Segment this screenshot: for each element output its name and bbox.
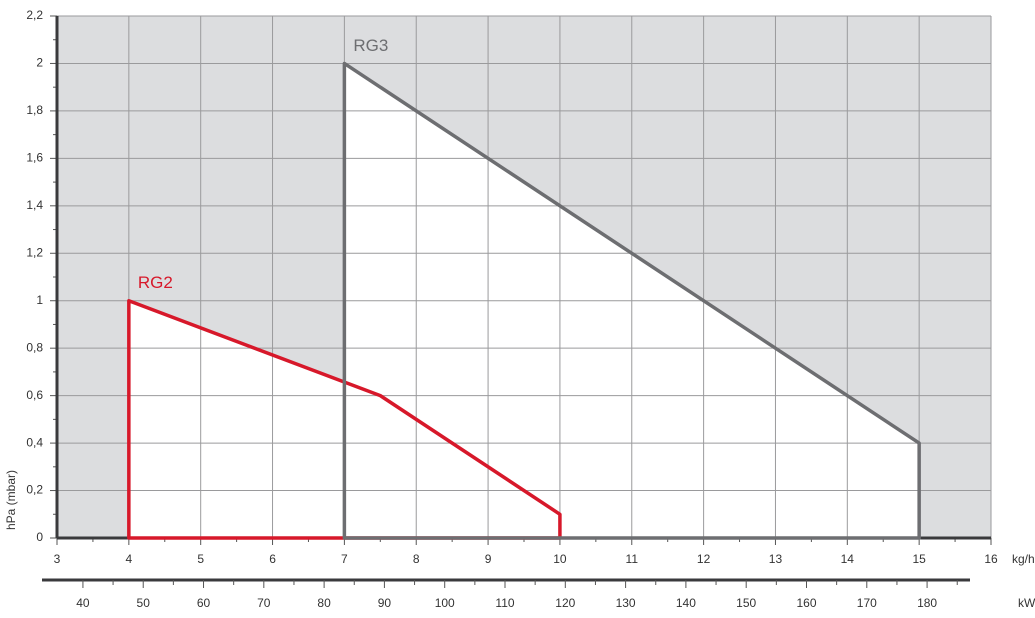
series-label: RG2 [138, 273, 173, 292]
x-tick-label: 8 [413, 552, 420, 566]
x2-tick-label: 130 [616, 596, 636, 610]
x-tick-label: 6 [269, 552, 276, 566]
x2-tick-label: 90 [378, 596, 392, 610]
x2-tick-label: 140 [676, 596, 696, 610]
x-tick-label: 16 [984, 552, 998, 566]
x-tick-label: 4 [126, 552, 133, 566]
x-tick-label: 10 [553, 552, 567, 566]
x2-tick-label: 160 [796, 596, 816, 610]
x2-tick-label: 70 [257, 596, 271, 610]
y-tick-label: 1,6 [26, 151, 43, 165]
x2-tick-label: 170 [857, 596, 877, 610]
y-tick-label: 1,8 [26, 103, 43, 117]
x2-tick-label: 50 [137, 596, 151, 610]
x-tick-label: 3 [54, 552, 61, 566]
x-tick-label: 11 [626, 552, 639, 566]
x2-axis-label: kW [1018, 596, 1035, 610]
x2-tick-label: 60 [197, 596, 211, 610]
x2-tick-label: 120 [555, 596, 575, 610]
series-label: RG3 [353, 36, 388, 55]
x2-tick-label: 150 [736, 596, 756, 610]
area-outline [342, 61, 921, 540]
x-tick-label: 7 [341, 552, 348, 566]
x-tick-label: 9 [485, 552, 492, 566]
x-axis-label: kg/h [1012, 552, 1035, 566]
x2-tick-label: 40 [76, 596, 90, 610]
y-tick-label: 0,2 [26, 483, 43, 497]
x-tick-label: 14 [841, 552, 855, 566]
y-tick-label: 2,2 [26, 8, 43, 22]
y-tick-label: 2 [36, 56, 43, 70]
x2-tick-label: 100 [435, 596, 455, 610]
y-tick-label: 0 [36, 530, 43, 544]
y-tick-label: 0,8 [26, 340, 43, 354]
y-tick-label: 0,6 [26, 388, 43, 402]
x-tick-label: 15 [912, 552, 926, 566]
x2-tick-label: 110 [495, 596, 514, 610]
x2-tick-label: 80 [317, 596, 331, 610]
y-axis-label: hPa (mbar) [4, 470, 18, 530]
x-tick-label: 5 [197, 552, 204, 566]
y-tick-label: 1 [36, 293, 43, 307]
x2-tick-label: 180 [917, 596, 937, 610]
y-tick-label: 1,2 [26, 245, 43, 259]
x-tick-label: 13 [769, 552, 783, 566]
y-tick-label: 1,4 [26, 198, 43, 212]
x-tick-label: 12 [697, 552, 711, 566]
y-tick-label: 0,4 [26, 435, 43, 449]
